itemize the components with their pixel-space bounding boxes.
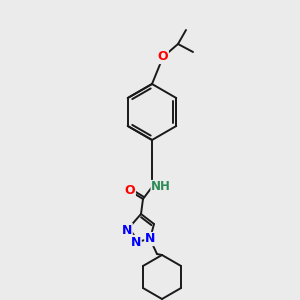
Text: O: O [125,184,135,197]
Text: NH: NH [151,181,171,194]
Text: N: N [122,224,132,236]
Text: O: O [158,50,168,64]
Text: N: N [145,232,155,245]
Text: N: N [131,236,141,248]
